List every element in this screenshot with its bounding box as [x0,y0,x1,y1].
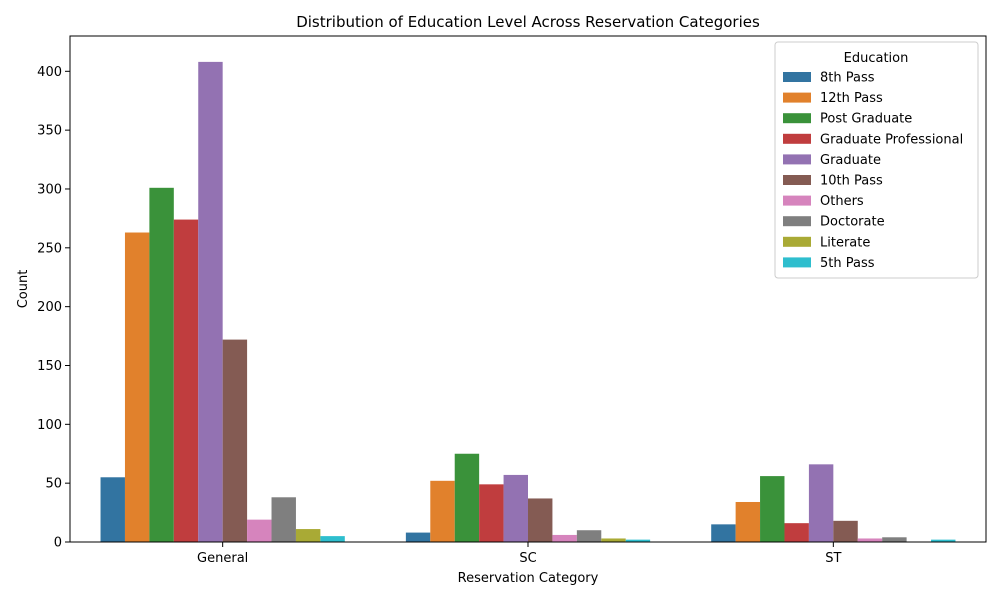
legend-label: Post Graduate [820,112,912,127]
bar [320,536,345,542]
legend-swatch [783,72,811,82]
y-axis: 0 50 100 150 200 250 300 350 400 [37,65,70,551]
bar [124,232,150,542]
y-tick-label: 50 [45,477,62,492]
bar [808,464,834,542]
bar [271,497,296,542]
bar [479,484,504,542]
bar [430,480,455,542]
legend-swatch [783,236,811,247]
bar [931,539,956,542]
bar [760,476,785,542]
legend-swatch [783,195,811,206]
y-tick-label: 300 [37,182,62,197]
y-axis-label: Count [16,270,31,309]
bar [857,538,883,542]
bar [601,538,626,542]
bar [735,501,761,542]
x-axis-label: Reservation Category [458,571,599,586]
bar [173,219,199,543]
legend-label: 5th Pass [820,256,875,271]
legend-swatch [783,175,811,185]
x-axis: General SC ST [197,542,841,566]
y-tick-label: 250 [37,241,62,256]
legend-label: 8th Pass [820,71,875,86]
bar [833,520,858,542]
bar [247,519,272,542]
bar [576,530,602,542]
legend-label: Doctorate [820,215,885,230]
bar [711,524,736,542]
legend-swatch [783,133,811,144]
bar [405,532,431,542]
legend-swatch [783,92,811,103]
bar [784,523,809,542]
y-tick-label: 400 [37,65,62,80]
legend-title: Education [844,51,909,66]
bar [295,529,321,542]
legend-swatch [783,216,811,227]
bar [454,453,480,542]
x-tick-label: ST [825,551,841,566]
bar [882,537,907,542]
bar [552,534,577,542]
legend-box [774,41,979,279]
legend-label: Graduate [820,153,881,168]
legend-label: Literate [820,235,870,250]
legend: Education 8th Pass 12th Pass Post Graduate… [774,41,979,279]
y-tick-label: 150 [37,359,62,374]
y-tick-label: 200 [37,300,62,315]
y-tick-label: 100 [37,418,62,433]
bar [100,477,125,542]
legend-items: 8th Pass 12th Pass Post Graduate Graduate P… [783,71,963,271]
legend-swatch [783,154,811,165]
y-tick-label: 350 [37,124,62,139]
x-tick-label: General [197,551,248,566]
legend-label: Others [820,194,864,209]
chart-title: Distribution of Education Level Across R… [296,13,760,31]
legend-label: Graduate Professional [820,132,963,147]
bar [625,539,651,542]
bar [503,474,528,542]
bar [222,339,248,542]
legend-swatch [783,257,811,268]
bar [149,187,174,543]
bar [528,498,553,542]
bar [198,61,223,543]
legend-label: 12th Pass [820,91,883,106]
bars-group [100,61,956,543]
legend-label: 10th Pass [820,174,883,189]
legend-swatch [783,113,811,124]
plot-frame [69,35,987,543]
x-tick-label: SC [519,551,536,566]
y-tick-label: 0 [54,536,62,551]
